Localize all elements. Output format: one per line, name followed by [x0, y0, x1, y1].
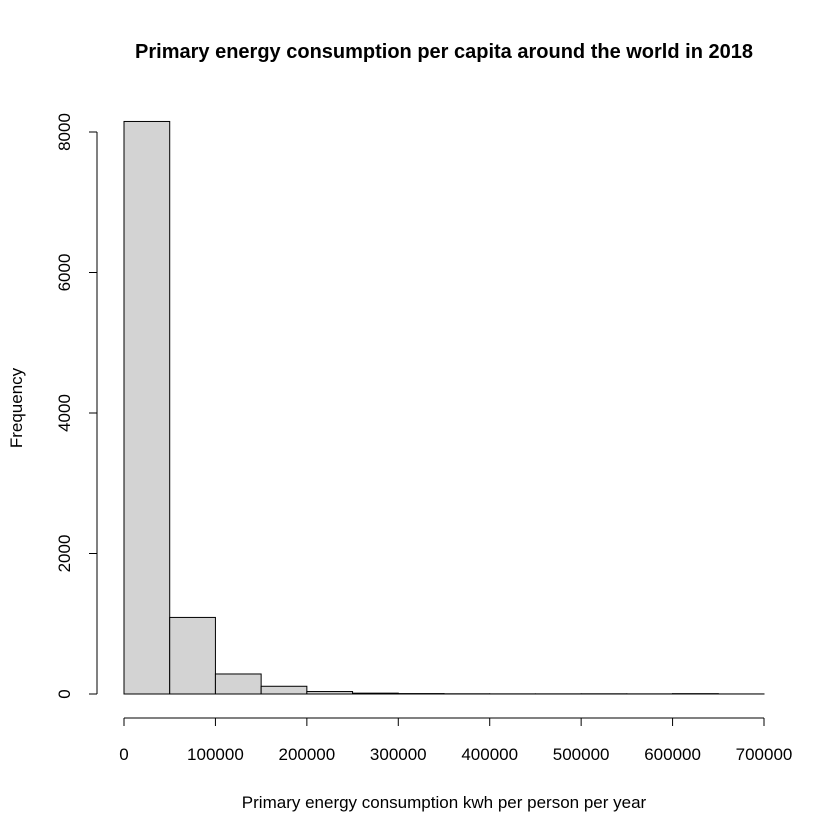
- histogram-bar: [352, 692, 399, 695]
- y-axis-label: Frequency: [7, 367, 26, 448]
- x-tick-label: 700000: [736, 745, 793, 764]
- y-tick-label: 8000: [55, 113, 74, 151]
- chart-title: Primary energy consumption per capita ar…: [135, 41, 753, 63]
- y-tick-label: 6000: [55, 254, 74, 292]
- x-tick-label: 600000: [644, 745, 701, 764]
- histogram-bar: [214, 673, 262, 695]
- x-tick-label: 300000: [370, 745, 427, 764]
- y-axis: 0 2000 4000 6000 8000: [55, 113, 98, 699]
- x-tick-label: 500000: [553, 745, 610, 764]
- y-tick-label: 4000: [55, 394, 74, 432]
- histogram-bar: [123, 120, 171, 695]
- x-axis-label: Primary energy consumption kwh per perso…: [242, 793, 647, 812]
- y-tick-label: 0: [55, 689, 74, 698]
- histogram-bar: [169, 616, 216, 695]
- bars-group: [123, 120, 765, 695]
- x-tick-label: 200000: [278, 745, 335, 764]
- x-axis: 0 100000 200000 300000 400000 500000 600000 700…: [119, 717, 793, 764]
- y-tick-label: 2000: [55, 535, 74, 573]
- x-tick-label: 400000: [461, 745, 518, 764]
- x-tick-label: 0: [119, 745, 128, 764]
- histogram-bar: [306, 691, 354, 695]
- histogram-bar: [260, 685, 308, 695]
- x-tick-label: 100000: [187, 745, 244, 764]
